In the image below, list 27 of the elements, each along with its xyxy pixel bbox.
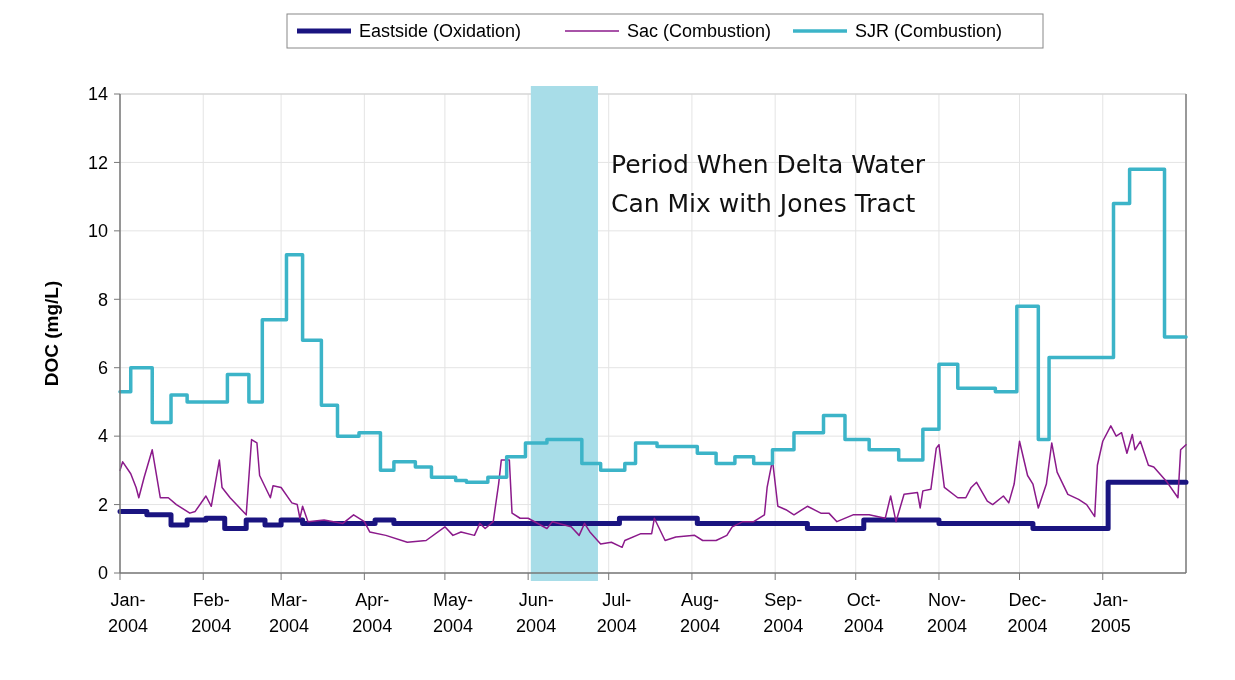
y-tick-label: 6 [97, 358, 108, 379]
x-tick-label: Sep- 2004 [763, 590, 804, 636]
x-tick-label: Jan- 2004 [107, 590, 149, 636]
legend-label: Sac (Combustion) [627, 21, 772, 42]
legend-label: Eastside (Oxidation) [359, 21, 522, 42]
y-tick-label: 4 [97, 426, 108, 447]
y-tick-label: 10 [87, 221, 108, 242]
x-tick-label: Feb- 2004 [191, 590, 232, 636]
x-tick-label: May- 2004 [432, 590, 473, 636]
band-label: Period When Delta Water Can Mix with Jones Tract [610, 149, 926, 218]
x-tick-label: Apr- 2004 [352, 590, 393, 636]
y-tick-label: 12 [87, 152, 108, 173]
line-series [119, 425, 1187, 549]
x-tick-label: Oct- 2004 [843, 590, 884, 636]
legend-label: SJR (Combustion) [855, 21, 1003, 42]
y-tick-label: 14 [87, 84, 108, 105]
x-tick-label: Mar- 2004 [269, 590, 310, 636]
x-tick-label: Jan- 2005 [1090, 590, 1131, 636]
x-tick-label: Jul- 2004 [596, 590, 637, 636]
x-tick-label: Nov- 2004 [926, 590, 967, 636]
x-tick-label: Jun- 2004 [516, 590, 557, 636]
y-tick-label: 8 [97, 289, 108, 310]
x-tick-label: Dec- 2004 [1007, 590, 1048, 636]
x-tick-label: Aug- 2004 [679, 590, 720, 636]
y-tick-label: 2 [97, 494, 108, 515]
y-tick-label: 0 [97, 563, 108, 584]
y-axis-title: DOC (mg/L) [41, 280, 62, 387]
